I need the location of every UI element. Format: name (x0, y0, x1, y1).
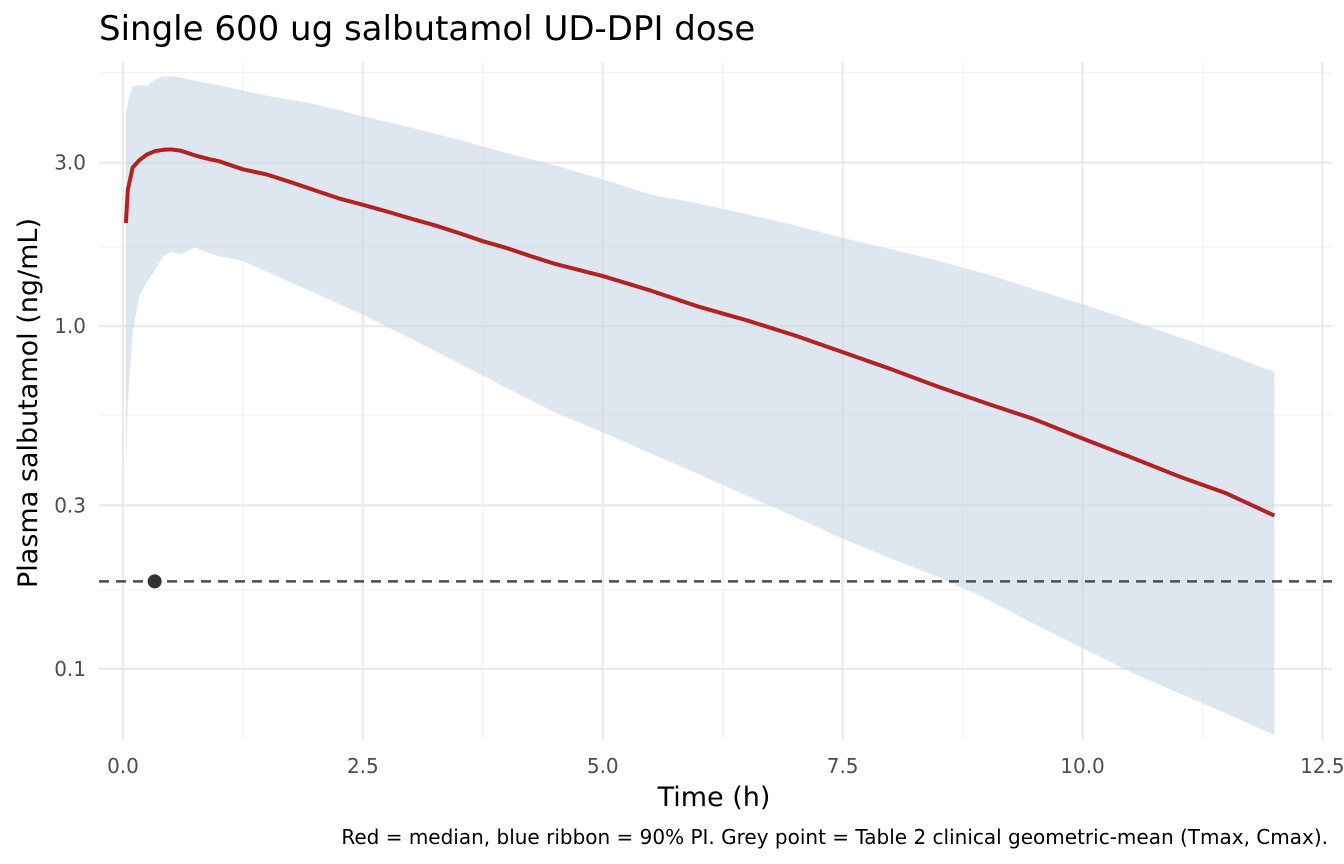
y-axis-ticks: 0.1 0.3 1.0 3.0 (54, 151, 86, 681)
chart-caption: Red = median, blue ribbon = 90% PI. Grey… (341, 825, 1328, 849)
x-tick-label: 10.0 (1060, 754, 1105, 778)
x-axis-ticks: 0.0 2.5 5.0 7.5 10.0 12.5 (107, 754, 1344, 778)
chart-title: Single 600 ug salbutamol UD-DPI dose (99, 9, 755, 49)
y-tick-label: 3.0 (54, 151, 86, 175)
x-axis-title: Time (h) (657, 782, 771, 813)
x-tick-label: 2.5 (347, 754, 379, 778)
x-tick-label: 0.0 (107, 754, 139, 778)
prediction-interval-ribbon (125, 76, 1275, 736)
x-tick-label: 12.5 (1300, 754, 1344, 778)
median-line (123, 147, 1276, 518)
point-layer (147, 574, 162, 589)
y-axis-title: Plasma salbutamol (ng/mL) (13, 218, 44, 588)
y-tick-label: 1.0 (54, 314, 86, 338)
x-tick-label: 7.5 (827, 754, 859, 778)
clinical-point (147, 574, 162, 589)
ribbon-layer (125, 76, 1275, 736)
y-tick-label: 0.3 (54, 493, 86, 517)
median-line-layer (123, 147, 1276, 518)
y-tick-label: 0.1 (54, 657, 86, 681)
x-tick-label: 5.0 (587, 754, 619, 778)
